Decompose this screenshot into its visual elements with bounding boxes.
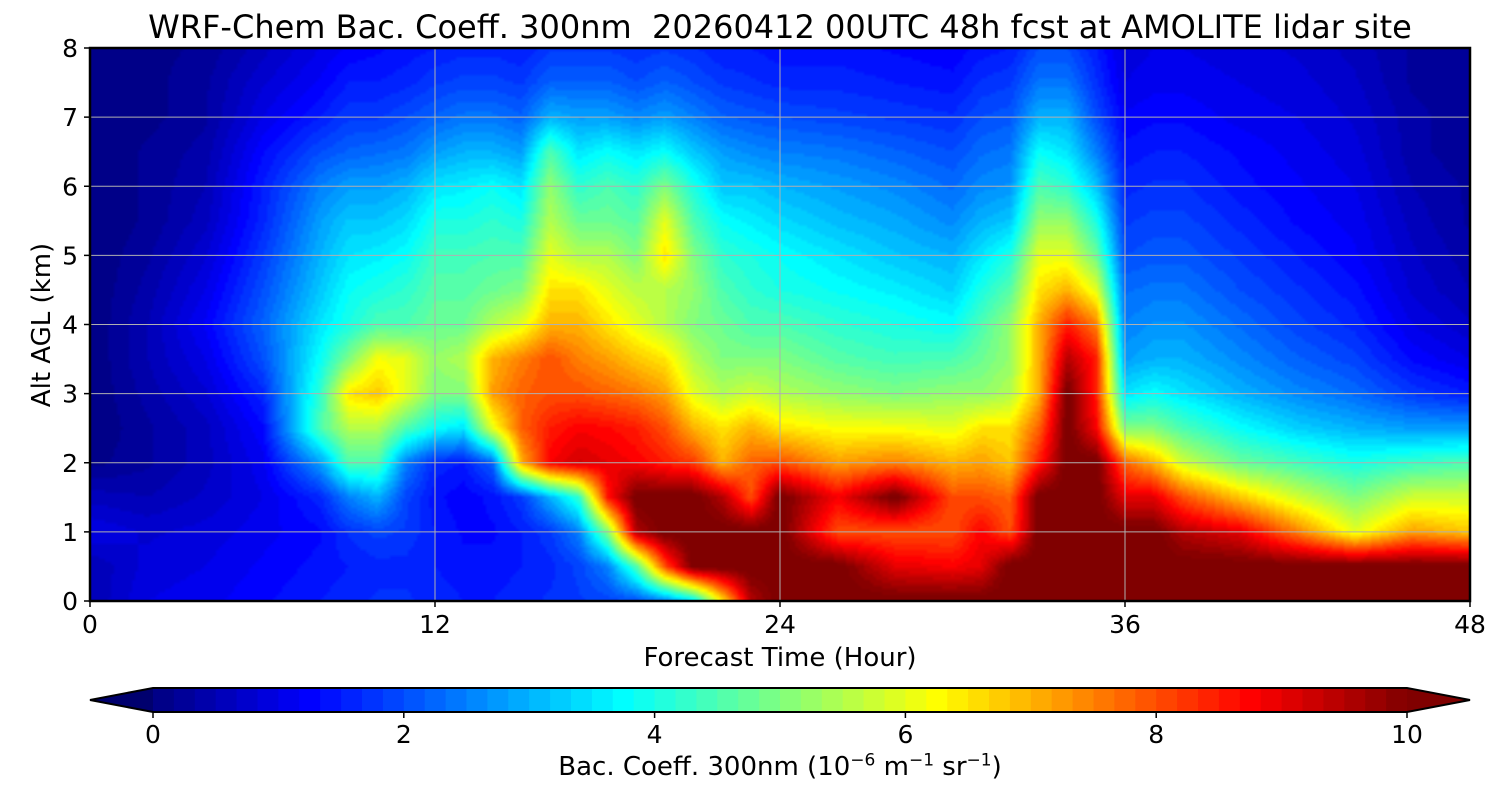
colorbar-label: Bac. Coeff. 300nm (10−6 m−1 sr−1) — [90, 752, 1470, 782]
y-tick-label: 7 — [62, 103, 78, 132]
colorbar-segment — [968, 688, 990, 712]
colorbar-segment — [1114, 688, 1136, 712]
colorbar-segment — [466, 688, 488, 712]
colorbar-segment — [173, 688, 196, 712]
colorbar-segment — [1156, 688, 1178, 712]
colorbar-segment — [821, 688, 844, 712]
colorbar-segment — [1135, 688, 1157, 712]
colorbar-label-unit-m: m — [875, 752, 909, 782]
y-tick-label: 4 — [62, 311, 78, 340]
colorbar-segment — [633, 688, 656, 712]
x-tick-label: 12 — [419, 610, 451, 639]
x-tick-label: 36 — [1109, 610, 1141, 639]
colorbar-segment — [1051, 688, 1074, 712]
colorbar-segment — [1218, 688, 1241, 712]
colorbar-segment — [403, 688, 426, 712]
colorbar-segment — [947, 688, 969, 712]
colorbar-segment — [1093, 688, 1115, 712]
colorbar-tick-label: 6 — [897, 720, 913, 749]
colorbar-segment — [717, 688, 739, 712]
colorbar: 0 2 4 6 8 10 — [89, 687, 1471, 749]
colorbar-label-end: ) — [991, 752, 1002, 782]
colorbar-segment — [299, 688, 321, 712]
colorbar-label-exponent-2: −1 — [908, 750, 935, 771]
x-tick-label: 0 — [82, 610, 98, 639]
colorbar-segment — [382, 688, 405, 712]
chart-title: WRF-Chem Bac. Coeff. 300nm 20260412 00UT… — [148, 8, 1412, 46]
colorbar-tick-label: 2 — [396, 720, 412, 749]
colorbar-segment — [863, 688, 886, 712]
y-axis-label: Alt AGL (km) — [27, 243, 57, 407]
colorbar-segment — [738, 688, 760, 712]
colorbar-segment — [1281, 688, 1304, 712]
colorbar-segment — [759, 688, 781, 712]
colorbar-segment — [550, 688, 572, 712]
colorbar-segment — [654, 688, 677, 712]
colorbar-extend-high — [1407, 688, 1470, 712]
colorbar-tick-label: 0 — [145, 720, 161, 749]
colorbar-tick-label: 8 — [1148, 720, 1164, 749]
colorbar-segment — [1072, 688, 1095, 712]
colorbar-segment — [989, 688, 1011, 712]
colorbar-tick-label: 10 — [1391, 720, 1423, 749]
grid — [90, 48, 1470, 601]
colorbar-segment — [257, 688, 279, 712]
colorbar-segment — [153, 688, 175, 712]
colorbar-segment — [1365, 688, 1387, 712]
colorbar-label-exponent-3: −1 — [966, 750, 992, 771]
colorbar-segment — [194, 688, 217, 712]
colorbar-segment — [445, 688, 468, 712]
colorbar-segment — [905, 688, 927, 712]
colorbar-segment — [612, 688, 635, 712]
colorbar-segment — [362, 688, 384, 712]
y-tick-label: 5 — [62, 241, 78, 270]
colorbar-segment — [1344, 688, 1366, 712]
colorbar-segment — [884, 688, 906, 712]
colorbar-segment — [508, 688, 530, 712]
colorbar-segment — [780, 688, 802, 712]
y-tick-label: 1 — [62, 518, 78, 547]
colorbar-segment — [424, 688, 447, 712]
colorbar-segment — [675, 688, 697, 712]
colorbar-segment — [1239, 688, 1262, 712]
colorbar-segment — [1177, 688, 1199, 712]
colorbar-segment — [571, 688, 593, 712]
colorbar-segment — [320, 688, 342, 712]
colorbar-segment — [1323, 688, 1345, 712]
colorbar-segment — [278, 688, 300, 712]
colorbar-segment — [215, 688, 238, 712]
colorbar-segment — [341, 688, 363, 712]
colorbar-segment — [487, 688, 509, 712]
x-tick-label: 48 — [1454, 610, 1486, 639]
y-tick-label: 3 — [62, 380, 78, 409]
colorbar-label-exponent-1: −6 — [850, 750, 876, 771]
colorbar-segment — [1260, 688, 1283, 712]
colorbar-segment — [591, 688, 614, 712]
colorbar-segment — [1009, 688, 1032, 712]
colorbar-segment — [236, 688, 259, 712]
colorbar-tick-label: 4 — [647, 720, 663, 749]
y-tick-label: 2 — [62, 449, 78, 478]
colorbar-extend-low — [90, 688, 153, 712]
colorbar-label-unit-sr: sr — [934, 752, 967, 782]
colorbar-segment — [800, 688, 823, 712]
y-tick-label: 6 — [62, 172, 78, 201]
y-tick-label: 8 — [62, 34, 78, 63]
colorbar-segment — [926, 688, 948, 712]
x-axis-label: Forecast Time (Hour) — [643, 643, 916, 673]
y-tick-label: 0 — [62, 587, 78, 616]
colorbar-segment — [842, 688, 865, 712]
colorbar-label-text: Bac. Coeff. 300nm (10 — [558, 752, 851, 782]
colorbar-segment — [696, 688, 718, 712]
colorbar-segment — [1198, 688, 1220, 712]
colorbar-segment — [529, 688, 551, 712]
colorbar-segment — [1030, 688, 1053, 712]
x-tick-label: 24 — [764, 610, 796, 639]
colorbar-segment — [1302, 688, 1324, 712]
colorbar-segment — [1386, 688, 1408, 712]
